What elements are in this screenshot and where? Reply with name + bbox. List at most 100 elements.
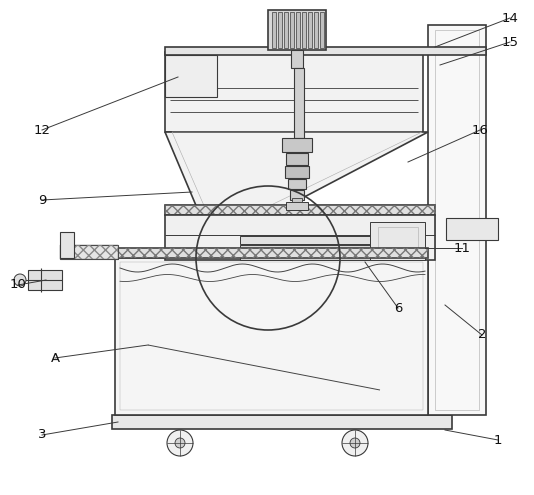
Point [474, 215, 482, 223]
Point [185, 391, 193, 399]
Point [143, 314, 151, 322]
Point [226, 306, 234, 314]
Point [189, 404, 198, 412]
Point [323, 392, 331, 400]
Point [451, 207, 459, 215]
Point [315, 409, 324, 417]
Point [114, 316, 123, 324]
Point [269, 408, 277, 416]
Point [164, 311, 172, 319]
Point [371, 322, 380, 330]
Point [449, 155, 457, 163]
Point [441, 239, 450, 247]
Point [163, 345, 171, 353]
Point [478, 170, 487, 178]
Point [270, 349, 279, 357]
Point [254, 355, 263, 363]
Point [266, 322, 274, 330]
Bar [165, 47, 486, 55]
Point [297, 279, 306, 287]
Point [309, 379, 318, 387]
Point [130, 286, 138, 294]
Point [158, 311, 166, 319]
Point [321, 358, 329, 366]
Point [356, 392, 364, 399]
Point [442, 169, 451, 177]
Point [242, 271, 250, 279]
Point [270, 282, 279, 290]
Point [381, 372, 390, 380]
Point [321, 345, 329, 352]
Point [452, 101, 461, 109]
Point [268, 376, 276, 384]
Point [300, 296, 308, 303]
Point [413, 358, 422, 366]
Point [228, 373, 237, 381]
Point [290, 280, 299, 288]
Point [234, 375, 243, 383]
Point [285, 321, 293, 329]
Point [360, 342, 368, 349]
Point [377, 315, 386, 323]
Point [121, 290, 129, 297]
Point [331, 279, 339, 287]
Point [433, 76, 442, 84]
Point [153, 275, 162, 283]
Point [439, 242, 448, 250]
Point [441, 24, 450, 32]
Point [391, 347, 399, 355]
Point [242, 303, 251, 311]
Point [125, 360, 134, 368]
Point [242, 322, 250, 330]
Point [250, 350, 258, 358]
Point [206, 391, 214, 398]
Point [338, 328, 347, 336]
Point [356, 345, 364, 353]
Point [420, 322, 429, 330]
Point [205, 310, 213, 318]
Bar [370, 222, 425, 260]
Point [119, 394, 128, 401]
Point [128, 397, 137, 405]
Point [185, 288, 194, 296]
Point [359, 371, 367, 379]
Point [359, 297, 368, 304]
Point [260, 296, 268, 304]
Point [201, 324, 209, 332]
Point [477, 215, 485, 223]
Point [394, 288, 403, 296]
Point [445, 165, 453, 173]
Point [209, 313, 217, 321]
Point [127, 281, 135, 289]
Point [470, 233, 479, 241]
Point [247, 329, 256, 337]
Point [444, 33, 452, 41]
Point [198, 383, 207, 391]
Point [257, 296, 266, 304]
Point [156, 394, 164, 402]
Point [385, 296, 394, 304]
Point [379, 373, 388, 381]
Point [184, 359, 193, 367]
Point [310, 405, 319, 413]
Point [329, 383, 338, 391]
Point [269, 269, 278, 277]
Point [462, 34, 471, 42]
Point [169, 359, 177, 367]
Point [226, 355, 235, 363]
Point [297, 399, 306, 407]
Point [400, 402, 409, 410]
Point [236, 330, 245, 338]
Point [285, 305, 293, 313]
Point [187, 303, 196, 311]
Point [220, 356, 229, 364]
Point [337, 346, 346, 354]
Point [328, 299, 336, 307]
Point [210, 301, 218, 309]
Point [322, 273, 331, 281]
Point [348, 357, 356, 365]
Point [444, 99, 452, 107]
Bar [314, 12, 318, 48]
Point [354, 373, 363, 381]
Point [227, 407, 236, 415]
